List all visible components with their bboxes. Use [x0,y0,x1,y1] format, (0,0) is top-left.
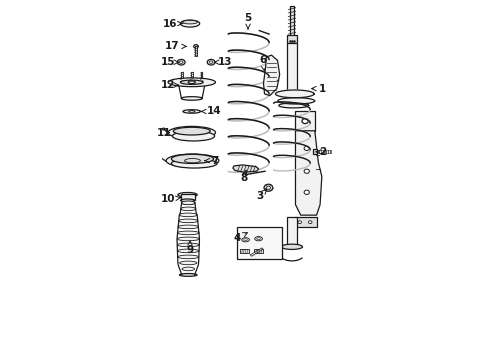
Polygon shape [295,131,321,215]
Bar [322,150,324,153]
Ellipse shape [171,154,213,163]
Text: 9: 9 [186,241,193,255]
Ellipse shape [302,119,307,123]
Ellipse shape [209,61,212,63]
Ellipse shape [188,111,195,112]
Ellipse shape [181,202,195,204]
Bar [190,72,192,82]
Ellipse shape [281,244,302,249]
Ellipse shape [179,261,197,265]
Ellipse shape [304,169,309,173]
Ellipse shape [308,221,311,224]
Ellipse shape [304,146,309,150]
Bar [181,72,183,82]
Text: 15: 15 [160,57,178,67]
Ellipse shape [179,61,183,63]
Ellipse shape [178,219,198,223]
Ellipse shape [180,20,199,27]
Ellipse shape [241,238,249,242]
Ellipse shape [244,239,247,241]
Ellipse shape [168,126,215,139]
Ellipse shape [182,21,197,24]
Bar [317,150,318,153]
Text: 4: 4 [233,233,247,243]
Text: 3: 3 [256,189,266,201]
Ellipse shape [178,225,198,229]
Text: 12: 12 [160,80,178,90]
Ellipse shape [183,110,200,113]
Polygon shape [250,248,263,256]
Text: 10: 10 [160,194,181,204]
Ellipse shape [264,184,272,191]
Polygon shape [263,55,279,96]
Ellipse shape [178,255,198,259]
Ellipse shape [181,201,195,204]
Ellipse shape [304,190,309,194]
Bar [295,112,314,131]
Text: 1: 1 [311,84,325,94]
Ellipse shape [177,243,199,247]
Bar [312,149,317,154]
Ellipse shape [181,207,195,211]
Ellipse shape [193,45,198,48]
Ellipse shape [256,238,260,240]
Ellipse shape [297,221,301,224]
Bar [326,150,327,153]
Text: 6: 6 [259,55,266,71]
Text: 5: 5 [244,13,251,29]
Bar [324,150,325,153]
Ellipse shape [207,59,215,65]
Bar [195,46,197,56]
Ellipse shape [177,231,199,235]
Text: 13: 13 [214,57,232,67]
Text: 8: 8 [240,170,247,183]
Text: 2: 2 [315,147,325,157]
Ellipse shape [179,274,197,276]
Bar [286,217,297,247]
Bar [329,150,331,153]
Text: 11: 11 [157,127,171,138]
Bar [327,150,329,153]
Bar [254,249,263,253]
Text: 7: 7 [204,156,218,166]
Ellipse shape [173,127,210,135]
Bar [321,150,322,153]
Bar [289,6,294,36]
Polygon shape [232,165,258,172]
Bar [319,150,320,153]
Text: 14: 14 [201,107,222,116]
Bar [236,228,282,259]
Bar [295,217,317,228]
Ellipse shape [180,199,194,202]
Ellipse shape [171,159,217,168]
Polygon shape [277,98,314,104]
Ellipse shape [168,78,215,87]
Ellipse shape [188,81,195,84]
Ellipse shape [177,59,184,65]
Ellipse shape [177,237,199,241]
Text: 16: 16 [163,19,183,28]
Bar [200,72,202,82]
Ellipse shape [178,193,197,197]
Ellipse shape [177,249,199,253]
Bar [180,194,194,201]
Bar [286,43,297,96]
Ellipse shape [181,97,202,100]
Ellipse shape [182,267,194,271]
Text: 17: 17 [165,41,186,51]
Ellipse shape [266,186,270,189]
Ellipse shape [166,154,219,167]
Ellipse shape [179,213,197,217]
Bar [286,35,296,43]
Ellipse shape [180,80,203,84]
Polygon shape [278,103,308,108]
Bar [240,249,248,253]
Ellipse shape [254,237,262,241]
Ellipse shape [162,128,164,130]
Ellipse shape [172,131,214,141]
Polygon shape [275,90,313,98]
Ellipse shape [184,158,200,163]
